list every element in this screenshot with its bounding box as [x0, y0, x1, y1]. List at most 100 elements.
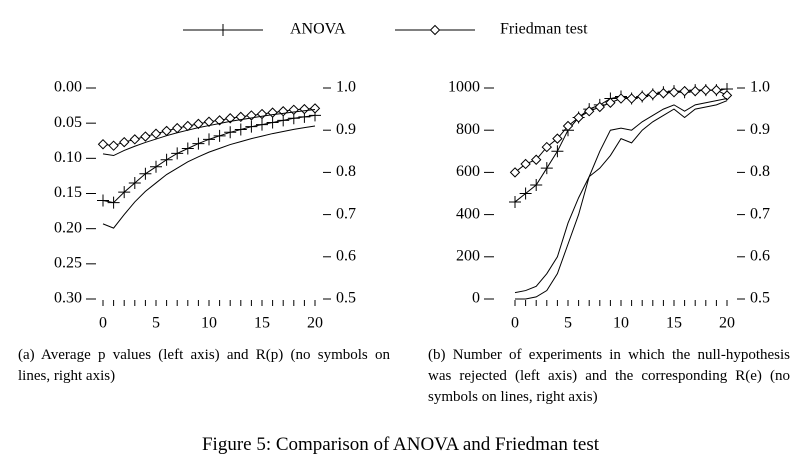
x-tick-label: 20: [719, 315, 735, 332]
plus-marker: [171, 147, 184, 160]
plus-marker: [128, 176, 141, 189]
series-line: [102, 109, 316, 157]
plus-marker: [192, 137, 205, 150]
diamond-marker: [288, 104, 300, 116]
diamond-marker: [668, 87, 680, 98]
x-tick-label: 10: [201, 315, 217, 332]
plus-marker: [224, 126, 237, 139]
plus-marker: [203, 133, 215, 146]
diamond-marker: [509, 167, 521, 178]
plus-marker: [107, 196, 120, 209]
plus-marker: [245, 120, 258, 133]
plus-marker: [150, 160, 162, 173]
diamond-marker: [562, 120, 574, 132]
diamond-marker: [605, 97, 616, 108]
y2-tick-label: 0.8: [750, 163, 770, 180]
y2-tick-label: 0.7: [750, 205, 770, 222]
diamond-marker: [129, 134, 141, 145]
diamond-marker: [552, 133, 563, 144]
diamond-marker: [97, 139, 109, 150]
figure-caption: Figure 5: Comparison of ANOVA and Friedm…: [201, 434, 600, 455]
y-tick-label: 0.15: [54, 184, 82, 201]
x-tick-label: 15: [666, 315, 682, 332]
diamond-marker: [700, 84, 712, 96]
diamond-marker: [203, 116, 215, 127]
plus-marker: [530, 179, 543, 192]
y-tick-label: 1000: [448, 79, 480, 96]
plus-marker: [234, 123, 247, 136]
y2-tick-label: 0.9: [336, 121, 356, 138]
plus-marker: [97, 194, 109, 207]
diamond-marker: [626, 93, 637, 104]
diamond-marker: [594, 101, 606, 113]
diamond-marker: [161, 125, 172, 137]
x-tick-label: 10: [613, 315, 629, 332]
legend-label: Friedman test: [500, 21, 588, 38]
y-tick-label: 0.05: [54, 114, 82, 131]
series-line: [102, 114, 316, 204]
diamond-marker: [520, 158, 531, 170]
plus-marker: [509, 195, 521, 208]
plus-marker: [118, 186, 131, 199]
diamond-marker: [636, 91, 648, 102]
y2-tick-label: 0.6: [750, 247, 770, 264]
y-tick-label: 800: [456, 121, 480, 138]
plus-marker: [213, 129, 226, 142]
diamond-marker: [267, 107, 278, 118]
diamond-marker: [689, 85, 701, 97]
diamond-marker: [193, 118, 204, 130]
y2-tick-label: 0.6: [336, 247, 356, 264]
diamond-marker: [573, 112, 584, 123]
x-tick-label: 5: [564, 315, 572, 332]
plus-marker: [217, 24, 229, 36]
legend-label: ANOVA: [290, 21, 346, 38]
diamond-marker: [118, 136, 130, 148]
y2-tick-label: 0.5: [336, 290, 356, 307]
x-tick-label: 0: [99, 315, 107, 332]
plus-marker: [266, 116, 279, 129]
caption-a: (a) Average p values (left axis) and R(p…: [18, 347, 390, 384]
plus-marker: [551, 145, 564, 158]
y2-tick-label: 1.0: [336, 79, 356, 96]
y-tick-label: 200: [456, 247, 480, 264]
series-line: [515, 100, 728, 300]
series-line: [102, 125, 316, 229]
diamond-marker: [299, 103, 310, 115]
plus-marker: [181, 142, 194, 155]
diamond-marker: [583, 106, 595, 117]
y2-tick-label: 0.5: [750, 290, 770, 307]
x-tick-label: 15: [254, 315, 270, 332]
y-tick-label: 0.30: [54, 290, 82, 307]
y2-tick-label: 1.0: [750, 79, 770, 96]
diamond-marker: [530, 154, 542, 165]
diamond-marker: [140, 131, 151, 142]
diamond-marker: [647, 89, 659, 100]
y2-tick-label: 0.7: [336, 205, 356, 222]
diamond-marker: [658, 88, 669, 99]
diamond-marker: [721, 90, 733, 101]
series-line: [514, 98, 728, 294]
y-tick-label: 400: [456, 205, 480, 222]
diamond-marker: [171, 122, 183, 134]
y-tick-label: 0.10: [54, 149, 82, 166]
x-tick-label: 5: [152, 315, 160, 332]
plus-marker: [160, 153, 173, 166]
y2-tick-label: 0.8: [336, 163, 356, 180]
y-tick-label: 0.00: [54, 79, 82, 96]
plus-marker: [139, 167, 152, 180]
diamond-marker: [108, 140, 119, 151]
diamond-marker: [711, 84, 722, 96]
x-tick-label: 0: [511, 315, 519, 332]
plus-marker: [519, 187, 532, 200]
diamond-marker: [615, 93, 627, 104]
plus-marker: [256, 118, 268, 131]
y-tick-label: 600: [456, 163, 480, 180]
diamond-marker: [679, 85, 690, 97]
y-tick-label: 0: [472, 290, 480, 307]
plus-marker: [540, 162, 553, 175]
y-tick-label: 0.25: [54, 255, 82, 272]
diamond-marker: [429, 24, 441, 36]
diamond-marker: [277, 106, 289, 117]
